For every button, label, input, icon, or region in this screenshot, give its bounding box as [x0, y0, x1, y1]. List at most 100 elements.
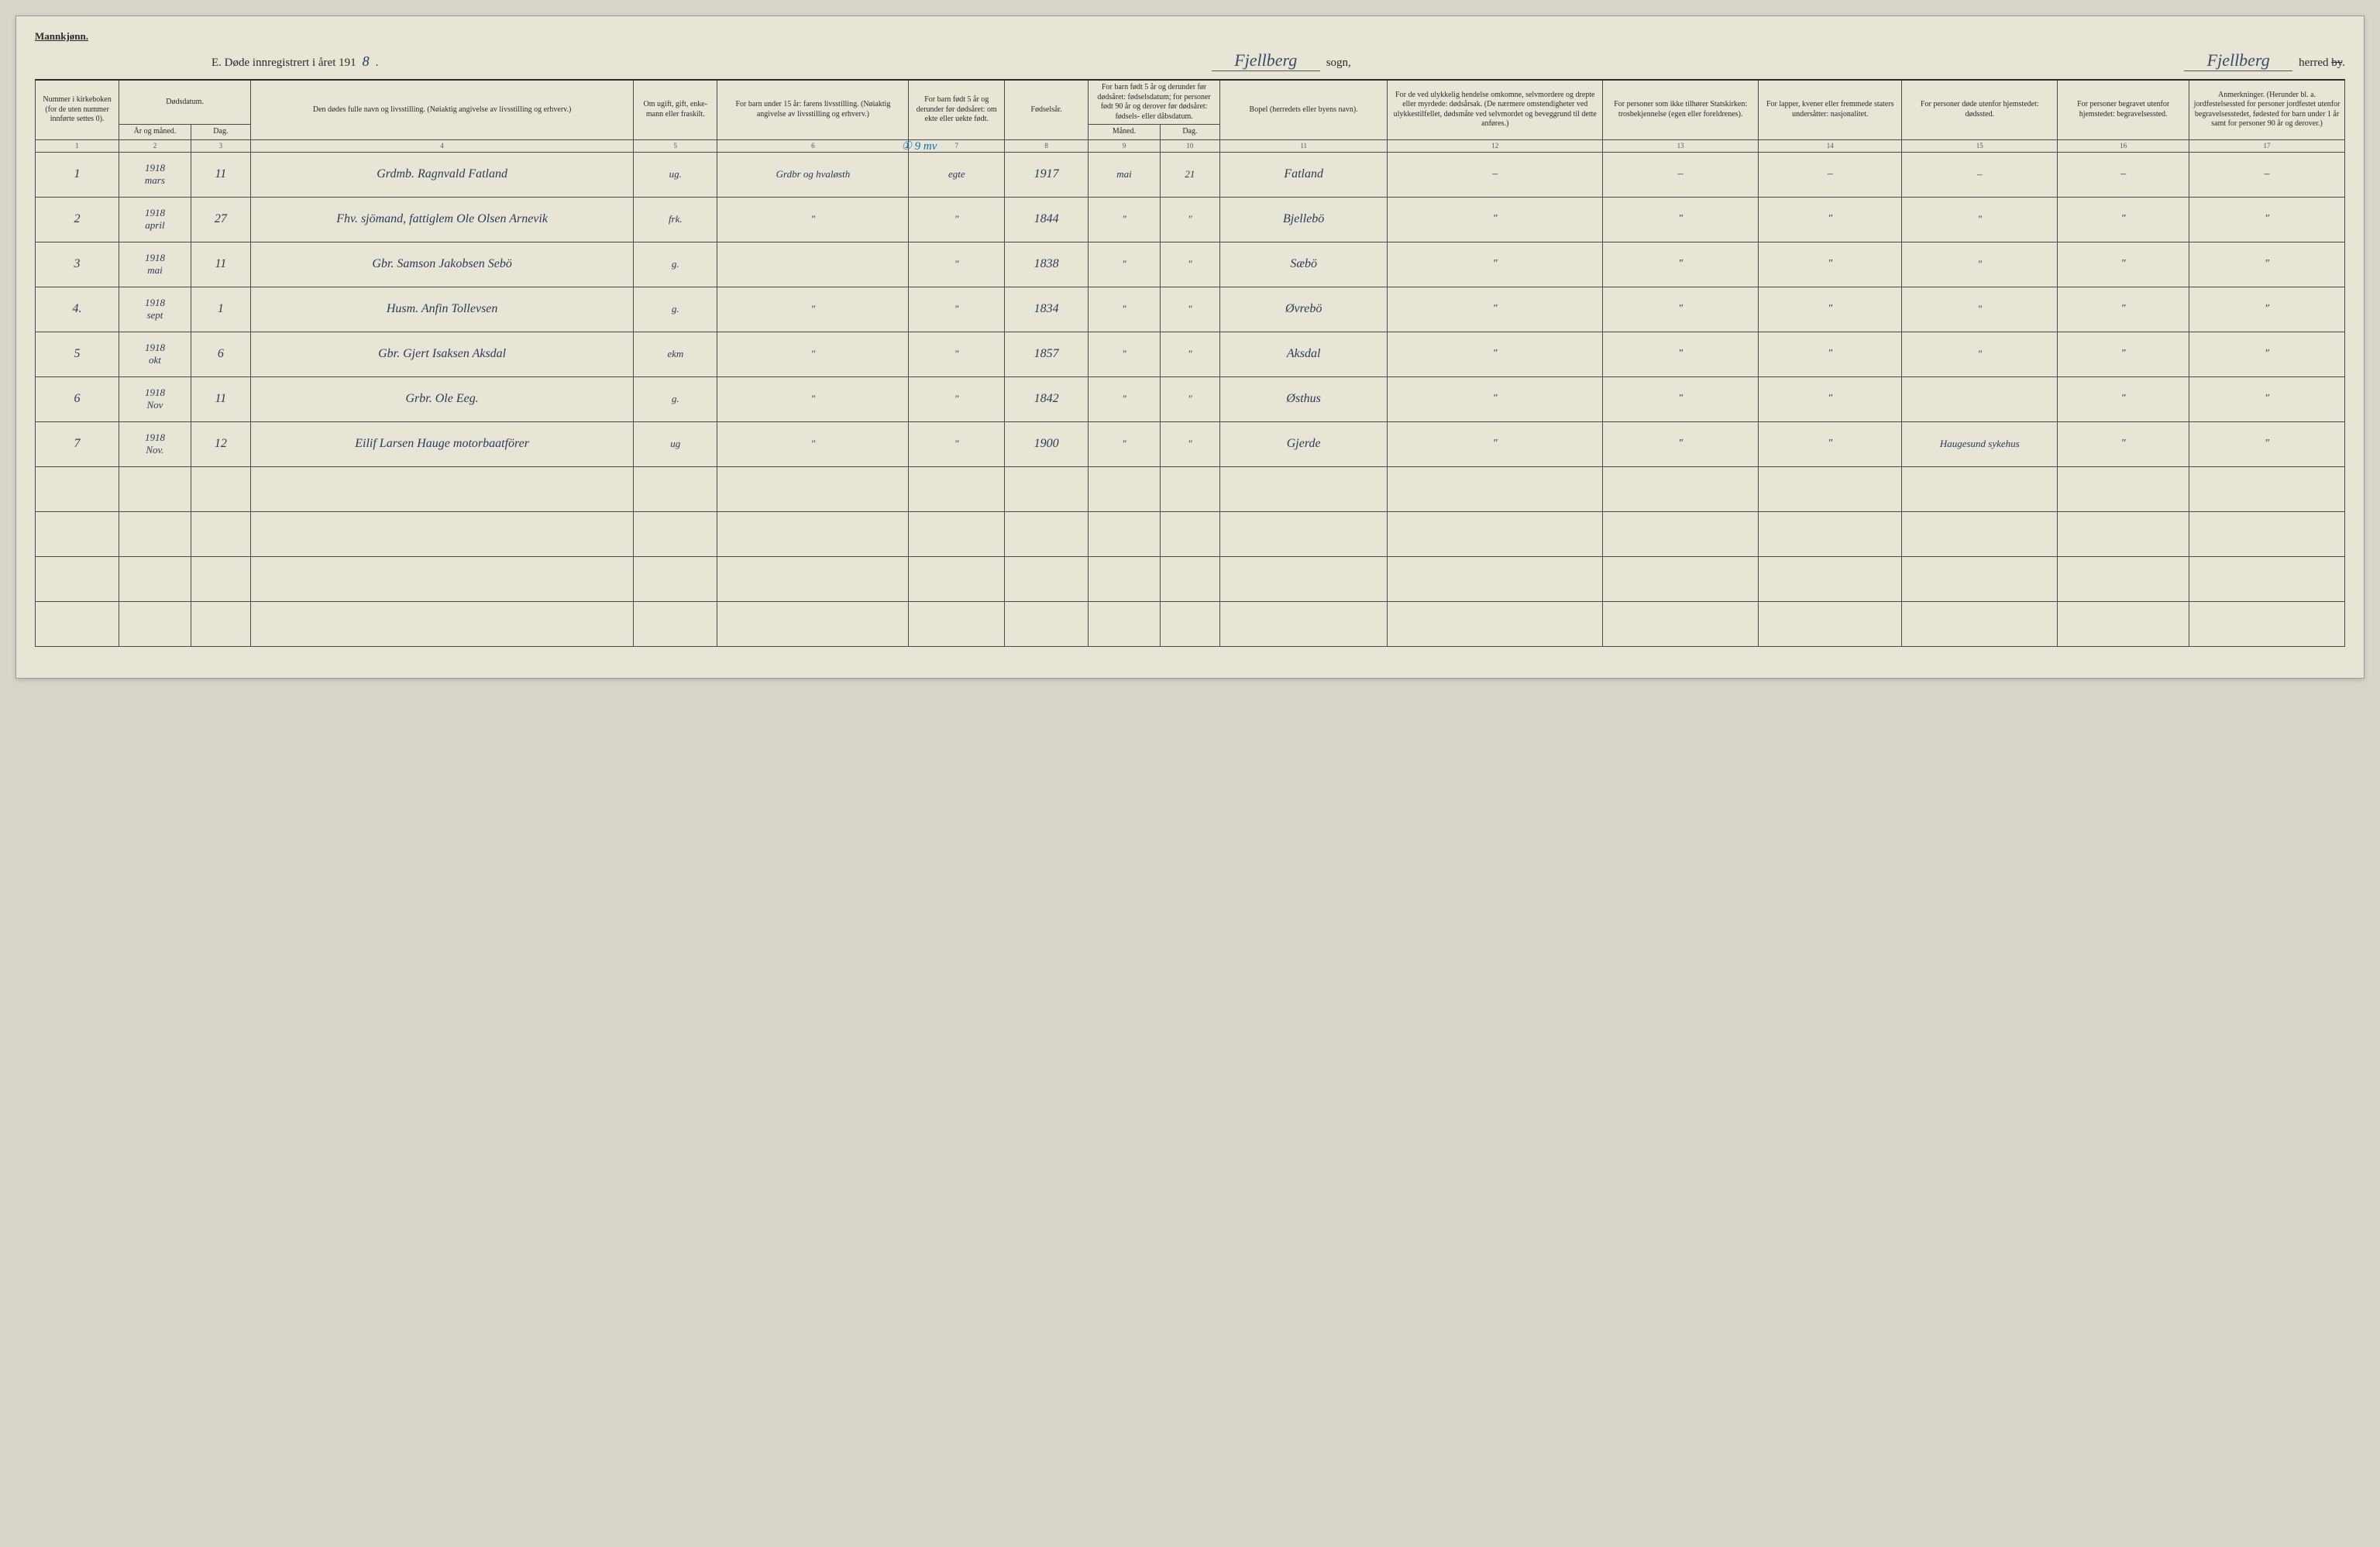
empty-cell — [250, 601, 633, 646]
cell-place: Fatland — [1220, 152, 1388, 197]
col-header-12: For de ved ulykkelig hendelse omkomne, s… — [1388, 80, 1603, 139]
cell-name: Grbr. Ole Eeg. — [250, 376, 633, 421]
colnum: 17 — [2189, 139, 2345, 152]
cell-value: ″ — [811, 303, 815, 315]
cell-value: ″ — [811, 213, 815, 225]
cell-name: Grdmb. Ragnvald Fatland — [250, 152, 633, 197]
cell-father — [717, 242, 909, 287]
cell-value: – — [1678, 168, 1684, 180]
empty-cell — [2058, 556, 2189, 601]
cell-value: 11 — [215, 392, 226, 405]
cell-value: Fhv. sjömand, fattiglem Ole Olsen Arnevi… — [336, 212, 548, 225]
cell-value: g. — [672, 393, 679, 404]
cell-value: 6 — [74, 392, 81, 405]
cell-c14: ″ — [1759, 421, 1902, 466]
cell-value: Grdmb. Ragnvald Fatland — [377, 167, 507, 180]
cell-status: g. — [634, 242, 717, 287]
empty-cell — [1220, 601, 1388, 646]
col-header-14: For lapper, kvener eller fremmede stater… — [1759, 80, 1902, 139]
cell-c16: ″ — [2058, 197, 2189, 242]
cell-c17: ″ — [2189, 332, 2345, 376]
empty-cell — [1220, 511, 1388, 556]
empty-cell — [717, 466, 909, 511]
colnum: 12 — [1388, 139, 1603, 152]
cell-value: Sæbö — [1290, 257, 1317, 270]
empty-cell — [909, 466, 1005, 511]
colnum: 7 ① 9 mv — [909, 139, 1005, 152]
empty-cell — [1005, 556, 1089, 601]
cell-value: ″ — [2121, 393, 2126, 404]
cell-c17: ″ — [2189, 287, 2345, 332]
cell-value: 1918Nov. — [145, 431, 165, 456]
title-period: . — [376, 57, 379, 70]
cell-value: ″ — [811, 348, 815, 359]
cell-bd: ″ — [1160, 376, 1219, 421]
empty-cell — [1005, 601, 1089, 646]
cell-value: ″ — [1828, 213, 1832, 225]
cell-day: 11 — [191, 242, 250, 287]
col-header-13: For personer som ikke tilhører Statskirk… — [1603, 80, 1759, 139]
cell-value: 1 — [218, 302, 224, 315]
cell-bm: ″ — [1089, 332, 1161, 376]
cell-c12: ″ — [1388, 197, 1603, 242]
table-row: 61918Nov11Grbr. Ole Eeg.g.″″1842″″Østhus… — [36, 376, 2345, 421]
colnum: 4 — [250, 139, 633, 152]
cell-value: ″ — [1678, 258, 1683, 270]
empty-cell — [1603, 466, 1759, 511]
colnum: 3 — [191, 139, 250, 152]
cell-c15: ″ — [1902, 332, 2058, 376]
cell-value: ″ — [1493, 303, 1498, 315]
col-header-4: Den dødes fulle navn og livsstilling. (N… — [250, 80, 633, 139]
cell-value: ″ — [1493, 213, 1498, 225]
cell-value: ekm — [667, 348, 683, 359]
cell-year: 1857 — [1005, 332, 1089, 376]
cell-father: ″ — [717, 197, 909, 242]
cell-value: ″ — [1188, 438, 1192, 449]
col-header-dodsdatum: Dødsdatum. — [119, 80, 251, 125]
col-header-5: Om ugift, gift, enke­mann eller fraskilt… — [634, 80, 717, 139]
cell-value: 1917 — [1034, 167, 1059, 180]
cell-value: ″ — [954, 393, 958, 404]
cell-day: 11 — [191, 376, 250, 421]
cell-value: ″ — [2265, 258, 2269, 270]
empty-cell — [1603, 556, 1759, 601]
cell-status: g. — [634, 287, 717, 332]
cell-value: ug — [670, 438, 680, 449]
cell-value: frk. — [669, 213, 683, 225]
empty-cell — [717, 511, 909, 556]
cell-value: ″ — [1188, 393, 1192, 404]
cell-value: 1918Nov — [145, 387, 165, 411]
cell-place: Bjellebö — [1220, 197, 1388, 242]
cell-father: ″ — [717, 376, 909, 421]
empty-cell — [119, 511, 191, 556]
empty-cell — [1005, 511, 1089, 556]
cell-value: Gbr. Gjert Isaksen Aksdal — [378, 347, 506, 360]
col-header-2: År og måned. — [119, 125, 191, 140]
cell-day: 6 — [191, 332, 250, 376]
cell-c14: ″ — [1759, 197, 1902, 242]
col-header-17: Anmerkninger. (Herunder bl. a. jordfeste… — [2189, 80, 2345, 139]
cell-c16: ″ — [2058, 376, 2189, 421]
cell-ym: 1918april — [119, 197, 191, 242]
empty-cell — [2058, 601, 2189, 646]
empty-cell — [1388, 511, 1603, 556]
cell-bd: ″ — [1160, 242, 1219, 287]
cell-value: ″ — [1493, 438, 1498, 449]
cell-bd: 21 — [1160, 152, 1219, 197]
empty-cell — [634, 556, 717, 601]
cell-value: Haugesund sykehus — [1940, 438, 2020, 449]
cell-n: 7 — [36, 421, 119, 466]
cell-value: 1918sept — [145, 297, 165, 321]
cell-year: 1842 — [1005, 376, 1089, 421]
empty-cell — [191, 466, 250, 511]
cell-c17: ″ — [2189, 421, 2345, 466]
cell-value: – — [1492, 168, 1498, 180]
column-number-row: 1 2 3 4 5 6 7 ① 9 mv 8 9 10 11 12 13 14 … — [36, 139, 2345, 152]
empty-cell — [1160, 601, 1219, 646]
cell-value: ug. — [669, 168, 682, 180]
cell-year: 1838 — [1005, 242, 1089, 287]
cell-bm: ″ — [1089, 421, 1161, 466]
register-page: Mannkjønn. E. Døde innregistrert i året … — [15, 15, 2365, 679]
cell-value: ″ — [1828, 258, 1832, 270]
empty-cell — [2189, 466, 2345, 511]
